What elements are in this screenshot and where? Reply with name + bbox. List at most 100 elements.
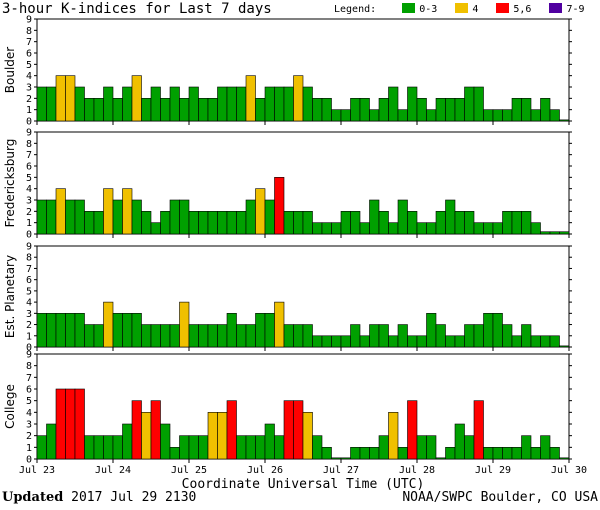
bar [65, 313, 76, 348]
bar [378, 98, 389, 122]
bar [65, 75, 76, 122]
bar [169, 86, 180, 122]
bar [179, 98, 190, 122]
y-tick-label: 1 [26, 443, 32, 454]
bar [198, 211, 209, 235]
x-tick-label: Jul 28 [399, 465, 435, 476]
bar [454, 98, 465, 122]
bar [549, 335, 560, 348]
bar [46, 86, 57, 122]
bar [84, 324, 95, 348]
y-tick-label: 8 [26, 361, 32, 372]
bar [198, 98, 209, 122]
bar [321, 335, 332, 348]
bar [207, 412, 218, 460]
y-tick-label: 7 [26, 373, 32, 384]
bar [426, 313, 437, 348]
bar [388, 222, 399, 235]
bar [416, 98, 427, 122]
bar [264, 313, 275, 348]
bar [492, 447, 503, 460]
bar [217, 86, 228, 122]
y-tick-label: 0 [26, 455, 32, 466]
bar [502, 324, 513, 348]
y-tick-label: 8 [26, 253, 32, 264]
legend-label: Legend: [334, 4, 377, 15]
bar [502, 447, 513, 460]
bar [340, 109, 351, 122]
bar [217, 211, 228, 235]
bar [226, 86, 237, 122]
bar [483, 109, 494, 122]
bar [46, 199, 57, 235]
bar [169, 447, 180, 460]
bar [255, 313, 266, 348]
bar [521, 435, 532, 460]
bar [217, 412, 228, 460]
bar [293, 324, 304, 348]
bar [103, 435, 114, 460]
bar [359, 447, 370, 460]
legend: Legend: 0-3 4 5,6 7-9 [334, 3, 597, 16]
bar [198, 324, 209, 348]
bar [293, 75, 304, 122]
bar [331, 335, 342, 348]
y-tick-label: 2 [26, 94, 32, 105]
source-credit: NOAA/SWPC Boulder, CO USA [402, 490, 598, 505]
bar [84, 211, 95, 235]
bar [112, 435, 123, 460]
bar [55, 75, 66, 122]
bar [112, 98, 123, 122]
bar [160, 211, 171, 235]
bar [122, 86, 133, 122]
y-tick-label: 5 [26, 396, 32, 407]
bar [122, 188, 133, 235]
bar [321, 222, 332, 235]
bar [264, 199, 275, 235]
bar [207, 211, 218, 235]
bar [150, 222, 161, 235]
y-tick-label: 0 [26, 343, 32, 354]
bar [283, 324, 294, 348]
x-axis-title: Coordinate Universal Time (UTC) [182, 477, 425, 490]
legend-item-label: 0-3 [419, 4, 438, 15]
bar [549, 231, 560, 235]
bar [492, 109, 503, 122]
y-tick-label: 1 [26, 218, 32, 229]
legend-swatch-red [496, 3, 510, 13]
y-tick-label: 4 [26, 298, 32, 309]
bar [521, 211, 532, 235]
bar [559, 231, 570, 235]
bar [179, 435, 190, 460]
bar [112, 313, 123, 348]
bar [473, 324, 484, 348]
bar [388, 86, 399, 122]
panel-label: Boulder [3, 47, 17, 94]
bar [150, 324, 161, 348]
bar [236, 435, 247, 460]
bar [454, 423, 465, 460]
bar [435, 98, 446, 122]
bar [293, 400, 304, 460]
y-tick-label: 6 [26, 162, 32, 173]
bar [369, 199, 380, 235]
bar [359, 98, 370, 122]
updated-line: Updated 2017 Jul 29 2130 [2, 490, 196, 505]
bar [293, 211, 304, 235]
bar [84, 98, 95, 122]
bar [483, 313, 494, 348]
bar [464, 86, 475, 122]
bar [435, 211, 446, 235]
bar [46, 423, 57, 460]
bar [188, 324, 199, 348]
bar [502, 211, 513, 235]
bar [331, 457, 342, 460]
bar [55, 188, 66, 235]
y-tick-label: 8 [26, 139, 32, 150]
bar [236, 211, 247, 235]
bar [369, 447, 380, 460]
x-tick-label: Jul 29 [475, 465, 511, 476]
x-tick-label: Jul 23 [19, 465, 55, 476]
bar [464, 435, 475, 460]
